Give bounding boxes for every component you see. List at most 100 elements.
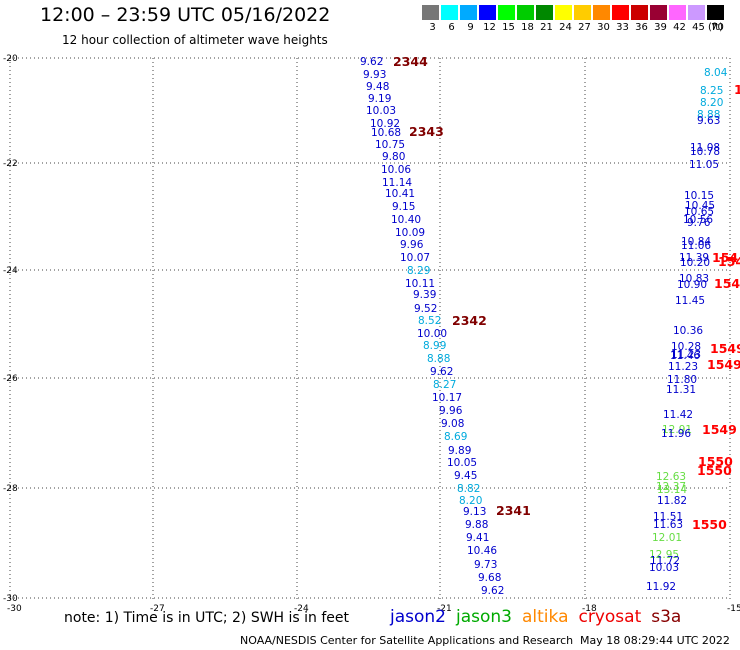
swh-value: 11.23 bbox=[668, 361, 698, 373]
grid-lines bbox=[9, 57, 731, 600]
legend-label: 3 bbox=[429, 22, 436, 33]
legend-swatch bbox=[555, 5, 572, 20]
swh-value: 10.05 bbox=[447, 457, 477, 469]
swh-value: 9.45 bbox=[454, 470, 477, 482]
legend-swatch bbox=[479, 5, 496, 20]
swh-value: 10.15 bbox=[684, 190, 714, 202]
lat-label: -20 bbox=[3, 54, 18, 64]
swh-value: 10.83 bbox=[679, 273, 709, 285]
pass-id-label: 154 bbox=[712, 250, 738, 265]
swh-value: 9.63 bbox=[697, 115, 720, 127]
legend-swatch bbox=[707, 5, 724, 20]
legend-swatch bbox=[574, 5, 591, 20]
legend-swatch bbox=[441, 5, 458, 20]
swh-value: 9.88 bbox=[465, 519, 488, 531]
swh-value: 10.90 bbox=[677, 279, 707, 291]
legend-label: 9 bbox=[467, 22, 474, 33]
credit-text: NOAA/NESDIS Center for Satellite Applica… bbox=[240, 634, 574, 647]
pass-id-label: 1550 bbox=[692, 517, 727, 532]
swh-value: 10.00 bbox=[417, 328, 447, 340]
swh-value: 11.31 bbox=[666, 384, 696, 396]
swh-value: 10.03 bbox=[649, 562, 679, 574]
swh-value: 8.20 bbox=[459, 495, 482, 507]
swh-value: 9.76 bbox=[687, 217, 711, 229]
swh-value: 8.29 bbox=[407, 265, 430, 277]
pass-id-label: 1550 bbox=[698, 454, 733, 469]
swh-value: 12.95 bbox=[649, 549, 679, 561]
swh-value: 11.46 bbox=[670, 350, 700, 362]
swh-value: 10.11 bbox=[405, 278, 435, 290]
swh-value: 10.46 bbox=[467, 545, 497, 557]
swh-value: 11.51 bbox=[653, 511, 683, 523]
map-title: 12:00 – 23:59 UTC 05/16/2022 bbox=[40, 4, 331, 26]
swh-value: 11.45 bbox=[675, 295, 705, 307]
legend-label: 36 bbox=[635, 22, 648, 33]
swh-value: 10.36 bbox=[673, 325, 703, 337]
swh-value: 11.63 bbox=[653, 519, 683, 531]
pass-id-label: 1549 bbox=[710, 341, 740, 356]
lat-label: -26 bbox=[3, 374, 18, 384]
lon-label: -30 bbox=[7, 604, 22, 614]
swh-value: 13.14 bbox=[657, 484, 687, 496]
legend-swatch bbox=[688, 5, 705, 20]
swh-value: 10.03 bbox=[366, 105, 396, 117]
swh-value: 11.23 bbox=[671, 349, 701, 361]
legend-label: 15 bbox=[502, 22, 515, 33]
lon-label: -24 bbox=[294, 604, 309, 614]
swh-value: 8.25 bbox=[700, 85, 723, 97]
legend-swatch bbox=[517, 5, 534, 20]
satellite-jason3: jason3 bbox=[456, 607, 512, 627]
swh-value: 9.80 bbox=[382, 151, 405, 163]
swh-value: 9.68 bbox=[478, 572, 501, 584]
swh-value: 8.52 bbox=[418, 315, 441, 327]
pass-id-label: 2343 bbox=[409, 124, 444, 139]
swh-value: 9.08 bbox=[441, 418, 464, 430]
swh-value: 11.92 bbox=[646, 581, 676, 593]
swh-value: 11.14 bbox=[382, 177, 412, 189]
legend-label: 24 bbox=[559, 22, 572, 33]
legend-swatch bbox=[536, 5, 553, 20]
lat-label: -22 bbox=[3, 159, 18, 169]
pass-id-label: 2344 bbox=[393, 54, 428, 69]
swh-value: 11.96 bbox=[661, 428, 691, 440]
legend-swatch bbox=[612, 5, 629, 20]
swh-value: 10.56 bbox=[683, 214, 713, 226]
satellite-jason2: jason2 bbox=[390, 607, 446, 627]
swh-value: 11.82 bbox=[657, 495, 687, 507]
satellite-altika: altika bbox=[522, 607, 569, 627]
legend-label: 39 bbox=[654, 22, 667, 33]
swh-value: 10.06 bbox=[381, 164, 411, 176]
swh-value: 9.52 bbox=[414, 303, 437, 315]
swh-value: 9.96 bbox=[439, 405, 463, 417]
legend-swatch bbox=[422, 5, 439, 20]
swh-value: 11.08 bbox=[690, 142, 720, 154]
swh-value: 9.89 bbox=[448, 445, 471, 457]
swh-value: 10.92 bbox=[370, 118, 400, 130]
swh-value: 8.27 bbox=[433, 379, 456, 391]
swh-value: 9.48 bbox=[366, 81, 389, 93]
legend-swatch bbox=[498, 5, 515, 20]
swh-value: 10.65 bbox=[684, 206, 714, 218]
lat-label: -30 bbox=[3, 594, 18, 604]
legend-label: 33 bbox=[616, 22, 629, 33]
swh-value: 9.62 bbox=[430, 366, 453, 378]
swh-value: 9.13 bbox=[463, 506, 486, 518]
swh-value: 9.62 bbox=[481, 585, 504, 597]
swh-value: 10.09 bbox=[395, 227, 425, 239]
pass-id-label: 1550 bbox=[697, 463, 732, 478]
legend-label: 27 bbox=[578, 22, 591, 33]
lat-label: -28 bbox=[3, 484, 18, 494]
legend-label: 42 bbox=[673, 22, 686, 33]
lon-label: -27 bbox=[150, 604, 165, 614]
swh-value: 12.01 bbox=[652, 532, 682, 544]
map-subtitle: 12 hour collection of altimeter wave hei… bbox=[62, 33, 328, 47]
swh-value: 10.41 bbox=[385, 188, 415, 200]
legend-swatch bbox=[650, 5, 667, 20]
swh-value: 11.06 bbox=[681, 240, 711, 252]
legend-swatch bbox=[631, 5, 648, 20]
swh-value: 10.07 bbox=[400, 252, 430, 264]
swh-value: 12.91 bbox=[662, 424, 692, 436]
legend-label: 21 bbox=[540, 22, 553, 33]
swh-value: 10.78 bbox=[690, 146, 720, 158]
